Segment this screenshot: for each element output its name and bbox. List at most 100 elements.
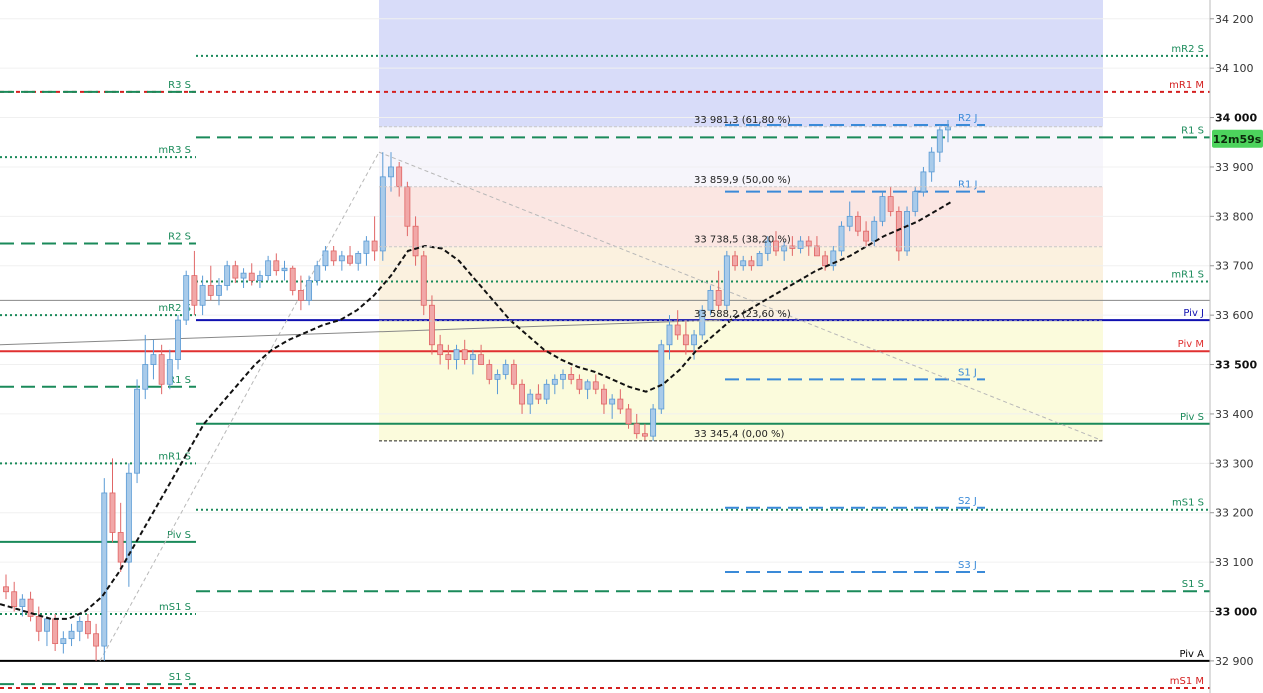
fib-anchor-line [378,151,1104,442]
level-label: mR1 S [1171,270,1204,281]
level-label: mS1 M [1170,676,1204,687]
candle-body [854,215,861,232]
candle-body [797,240,804,249]
candle-body [338,255,345,262]
ema-line [0,200,953,620]
level-label: Piv S [1180,412,1204,423]
level-label: Piv A [1179,649,1204,660]
fib-zone-band [379,0,1103,127]
candle-body [486,364,493,380]
candle-body [142,364,149,390]
candle-body [216,285,222,296]
candle-body [191,275,198,306]
candle-body [166,359,173,385]
candle-body [609,398,616,405]
candle-body [76,620,83,632]
candle-body [510,364,517,385]
candle-body [84,620,91,635]
weekly-level-label: R2 J [958,113,977,124]
candle-body [404,186,411,227]
candle-body [363,240,370,254]
candle-body [781,245,788,252]
fib-level-label: 33 738,5 (38,20 %) [694,235,791,246]
candle-body [379,176,386,252]
candle-body [183,275,190,321]
candle-body [469,354,476,360]
weekly-level-label: S2 J [958,496,977,507]
candle-body [936,129,943,153]
tick-label: 34 000 [1215,112,1257,125]
candle-body [502,364,509,375]
level-label: mS1 S [1172,498,1204,509]
candle-body [895,211,902,252]
segment-label: R3 S [168,80,191,91]
tick-label: 34 200 [1215,13,1254,26]
weekly-level-label: S1 J [958,367,977,378]
candle-body [682,334,689,346]
tick-label: 33 900 [1215,161,1254,174]
candle-body [584,381,591,390]
segment-label: mR2 S [158,303,191,314]
candle-body [68,630,75,640]
segment-label: S1 S [169,672,191,683]
candle-body [560,374,566,380]
countdown-label: 12m59s [1213,133,1262,146]
pivot-levels: mR2 S mR1 M R1 S mR1 S Piv J Piv M Piv S mS1 S S… [0,44,1210,690]
tick-label: 33 300 [1215,457,1254,470]
candle-body [592,381,599,390]
candle-body [19,598,26,607]
candle-body [445,354,452,360]
level-label: R1 S [1181,125,1204,136]
segment-label: Piv S [167,530,191,541]
segment-label: R1 S [168,375,191,386]
candle-body [715,290,722,306]
candle-body [543,383,550,400]
candle-body [461,349,468,360]
candle-body [314,265,321,281]
candle-body [887,196,894,212]
moving-average [0,200,953,620]
candle-body [650,408,657,437]
candle-body [224,265,231,286]
candle-body [879,196,886,222]
candle-body [666,324,673,346]
fib-level-label: 33 345,4 (0,00 %) [694,429,785,440]
candle-body [248,272,255,281]
candle-body [158,354,165,385]
candle-body [920,171,927,193]
candle-body [429,304,435,346]
candle-body [11,591,18,607]
candle-body [830,250,837,267]
candle-body [3,586,9,593]
tick-label: 33 600 [1215,309,1254,322]
candle-body [125,472,132,563]
candle-body [641,433,648,437]
tick-label: 33 800 [1215,210,1254,223]
candle-body [44,618,50,632]
candlesticks [3,120,951,661]
fib-anchor-line [99,151,380,662]
fib-zone-band [379,320,1103,441]
candle-body [175,319,181,360]
candle-body [871,220,878,242]
level-label: Piv J [1183,308,1204,319]
candle-body [617,398,624,410]
candle-body [35,616,42,632]
candle-body [453,349,460,360]
candle-body [101,492,108,647]
candle-body [732,255,738,267]
candle-body [773,240,779,252]
trend-line [0,319,721,346]
level-label: S1 S [1182,579,1204,590]
candle-body [347,255,353,264]
segment-label: R2 S [168,232,191,243]
candle-body [330,250,337,262]
candle-body [633,423,640,435]
candle-body [822,255,829,267]
weekly-level-label: R1 J [958,180,977,191]
candle-body [27,598,34,617]
candle-body [273,260,280,272]
candle-body [297,290,304,301]
price-axis[interactable]: 34 200 34 100 34 000 33 900 33 800 33 700 33 6… [1209,0,1263,693]
